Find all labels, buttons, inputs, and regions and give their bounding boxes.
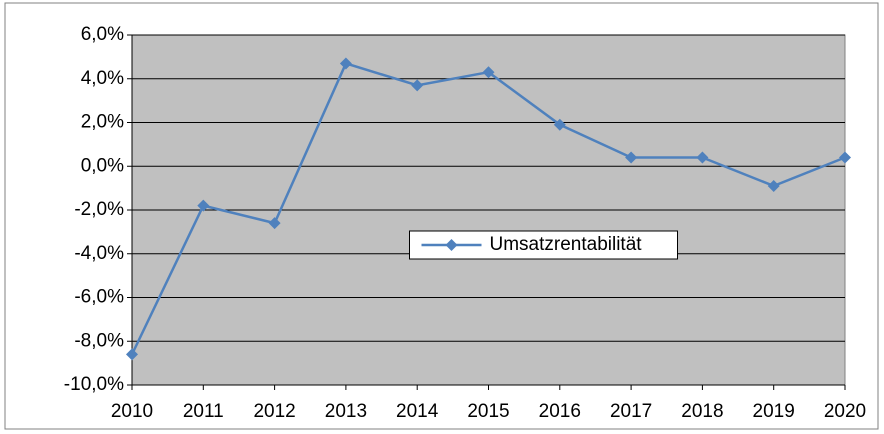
y-tick-label: -4,0%	[74, 243, 124, 264]
data-point	[696, 151, 709, 164]
y-tick-label: 0,0%	[81, 155, 124, 176]
y-tick-label: -6,0%	[74, 287, 124, 308]
x-tick-label: 2015	[467, 401, 509, 422]
data-point	[197, 199, 210, 212]
data-point	[268, 217, 281, 230]
data-point	[126, 348, 138, 361]
y-tick-label: 4,0%	[81, 68, 124, 89]
data-point	[411, 79, 424, 92]
data-point	[625, 151, 638, 164]
x-tick-label: 2017	[610, 401, 652, 422]
x-tick-label: 2011	[183, 401, 224, 422]
x-tick-label: 2014	[396, 401, 439, 422]
y-tick-label: 6,0%	[81, 24, 124, 45]
x-tick-label: 2010	[111, 401, 153, 422]
data-point	[553, 118, 566, 131]
data-point	[482, 66, 495, 79]
data-point	[767, 179, 780, 192]
y-tick-label: -2,0%	[74, 199, 124, 220]
legend-label: Umsatzrentabilität	[490, 234, 643, 255]
x-tick-label: 2016	[539, 401, 581, 422]
x-tick-label: 2012	[253, 401, 295, 422]
x-tick-label: 2013	[325, 401, 367, 422]
data-point	[339, 57, 352, 70]
x-tick-label: 2020	[824, 401, 866, 422]
y-tick-label: 2,0%	[81, 112, 124, 133]
y-tick-label: -8,0%	[74, 330, 124, 351]
x-tick-label: 2019	[753, 401, 795, 422]
legend-marker	[445, 239, 458, 251]
x-tick-label: 2018	[681, 401, 723, 422]
data-point	[839, 151, 851, 164]
y-tick-label: -10,0%	[64, 374, 124, 395]
